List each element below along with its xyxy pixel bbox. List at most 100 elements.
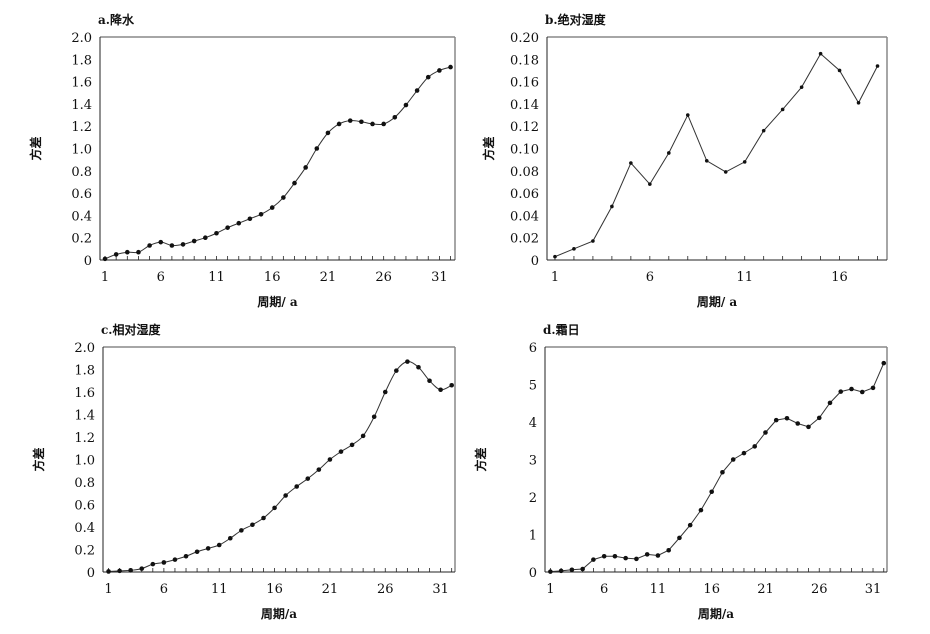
y-tick-label: 0.4 — [74, 521, 95, 536]
data-point — [261, 515, 266, 521]
y-tick-label: 0.6 — [74, 499, 95, 514]
data-point — [347, 118, 353, 123]
data-point — [272, 505, 277, 511]
x-tick-label: 6 — [600, 582, 608, 597]
y-tick-label: 1.8 — [71, 53, 92, 68]
data-point — [763, 430, 768, 435]
y-tick-label: 0.8 — [71, 165, 92, 180]
data-point — [558, 568, 564, 574]
data-point — [569, 567, 575, 573]
x-tick-label: 11 — [208, 270, 225, 285]
y-tick-label: 2 — [529, 491, 537, 506]
data-point — [806, 424, 811, 430]
x-tick-label: 16 — [264, 270, 281, 285]
x-tick-label: 1 — [104, 582, 112, 597]
data-point — [203, 235, 208, 240]
data-point — [799, 85, 804, 89]
data-point — [360, 433, 366, 439]
data-point — [414, 88, 420, 93]
data-point — [370, 121, 375, 127]
y-axis-label: 方差 — [481, 136, 496, 160]
y-tick-label: 2.0 — [71, 31, 92, 46]
x-tick-label: 1 — [546, 582, 554, 597]
x-tick-label: 26 — [375, 270, 392, 285]
data-point — [685, 113, 690, 117]
x-tick-label: 21 — [322, 582, 339, 597]
y-tick-label: 1.0 — [71, 143, 92, 158]
y-tick-label: 0 — [529, 566, 537, 581]
data-point — [666, 547, 671, 553]
x-tick-label: 6 — [160, 582, 168, 597]
data-point — [761, 128, 766, 133]
x-tick-label: 16 — [266, 582, 283, 597]
data-point — [856, 100, 861, 105]
data-point — [161, 560, 167, 565]
x-axis-label: 周期/a — [261, 606, 297, 621]
data-point — [303, 165, 308, 170]
x-tick-label: 16 — [703, 582, 720, 597]
data-point — [773, 417, 779, 423]
data-point — [150, 561, 156, 567]
x-tick-label: 1 — [101, 270, 109, 285]
data-point — [294, 484, 300, 489]
x-tick-label: 11 — [736, 270, 753, 285]
data-point — [214, 230, 219, 236]
data-point — [870, 385, 876, 391]
subplot-title: b.绝对湿度 — [545, 12, 607, 27]
data-point — [644, 552, 650, 557]
data-point — [723, 170, 728, 174]
data-point — [216, 542, 222, 548]
data-point — [180, 242, 186, 247]
data-point — [827, 400, 833, 406]
data-point — [655, 553, 661, 558]
data-point — [730, 457, 736, 462]
data-point — [623, 555, 628, 561]
y-tick-label: 0.08 — [510, 165, 539, 180]
y-tick-label: 0 — [87, 566, 95, 581]
y-tick-label: 1.0 — [74, 454, 95, 469]
data-point — [859, 389, 865, 395]
data-point — [191, 238, 197, 244]
y-tick-label: 1.4 — [71, 98, 92, 113]
data-point — [438, 387, 443, 393]
data-point — [392, 114, 398, 120]
data-point — [172, 557, 178, 562]
y-tick-label: 0 — [531, 254, 539, 269]
subplot-title: a.降水 — [98, 12, 135, 27]
y-tick-label: 1.2 — [71, 120, 92, 135]
data-point — [106, 569, 111, 574]
y-axis-label: 方差 — [28, 136, 43, 160]
data-point — [125, 249, 130, 255]
y-axis-label: 方差 — [473, 447, 488, 471]
data-point — [382, 389, 388, 395]
data-point — [325, 130, 331, 136]
data-point — [225, 225, 230, 230]
data-point — [610, 204, 614, 209]
data-point — [449, 382, 454, 388]
data-point — [227, 535, 233, 541]
data-point — [427, 378, 432, 384]
y-tick-label: 3 — [529, 454, 537, 469]
x-tick-label: 6 — [157, 270, 165, 285]
data-point — [704, 158, 709, 163]
data-point — [292, 180, 297, 186]
y-tick-label: 1.6 — [71, 76, 92, 91]
data-point — [612, 553, 618, 559]
data-point — [283, 493, 288, 498]
data-point — [849, 386, 854, 392]
subplot-c: 00.20.40.60.81.01.21.41.61.82.01 6 11 16 21 2… — [31, 322, 456, 621]
data-point — [837, 68, 842, 73]
y-tick-label: 0.12 — [510, 120, 539, 135]
data-point — [784, 415, 790, 421]
y-tick-label: 0 — [84, 254, 92, 269]
data-point — [601, 553, 607, 559]
data-point — [169, 243, 175, 248]
data-point — [247, 216, 253, 222]
data-point — [327, 457, 333, 462]
y-tick-label: 0.8 — [74, 476, 95, 491]
y-tick-label: 0.16 — [510, 76, 539, 91]
x-axis-label: 周期/a — [698, 606, 734, 621]
x-tick-label: 11 — [211, 582, 228, 597]
data-point — [205, 546, 211, 551]
